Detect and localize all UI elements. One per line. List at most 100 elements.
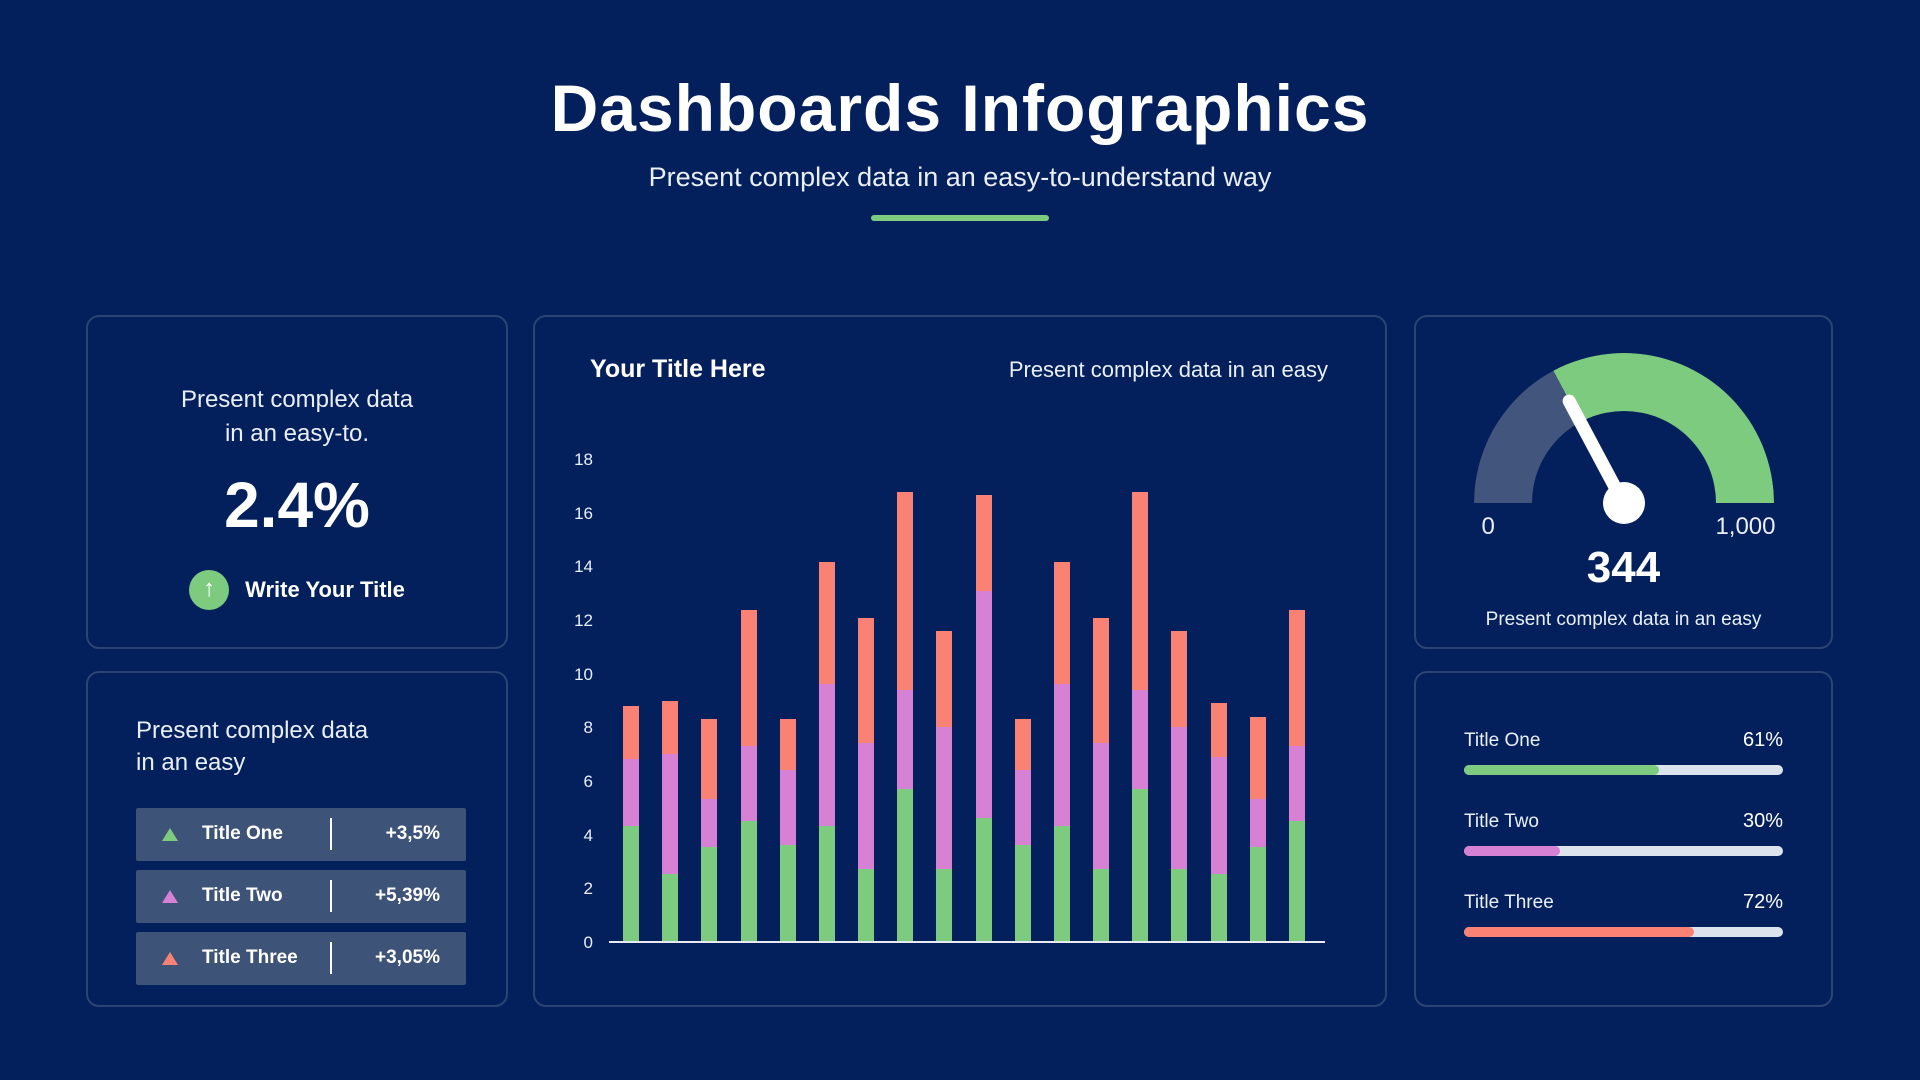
green-segment (936, 868, 953, 941)
chart-subtitle: Present complex data in an easy (1008, 357, 1328, 382)
bar (1053, 460, 1070, 941)
bar (1014, 460, 1031, 941)
gauge-card: 0 1,000 344 Present complex data in an e… (1414, 315, 1833, 649)
green-segment (1249, 847, 1266, 941)
green-segment (1014, 844, 1031, 941)
salmon-segment (1093, 617, 1110, 744)
bar (818, 460, 835, 941)
page-title: Dashboards Infographics (550, 71, 1370, 145)
y-axis-tick-label: 14 (574, 557, 593, 577)
progress-card: Title One 61% Title Two 30% Title Three 72% (1414, 671, 1833, 1007)
list-heading-line2: in an easy (136, 749, 246, 777)
y-axis-tick-label: 12 (574, 610, 593, 630)
list-rows: Title One +3,5% Title Two +5,39% Title Three… (136, 807, 466, 985)
gauge (1473, 353, 1774, 524)
trend-up-triangle-icon (162, 827, 178, 841)
stacked-bar-chart: 0 2 4 6 8 10 12 14 16 18 (555, 450, 1325, 952)
salmon-segment (740, 609, 757, 746)
purple-segment (936, 727, 953, 869)
bar (1093, 460, 1110, 941)
y-axis-tick-label: 18 (574, 450, 593, 469)
salmon-segment (1249, 716, 1266, 800)
header: Dashboards Infographics Present complex … (0, 0, 1920, 221)
bar (623, 460, 639, 941)
gauge-arc-clip (1473, 353, 1774, 503)
bar (740, 460, 757, 941)
up-arrow-badge: ↑ (189, 570, 230, 611)
list-card: Present complex data in an easy Title On… (86, 671, 508, 1007)
purple-segment (779, 770, 796, 845)
y-axis-tick-label: 6 (583, 771, 593, 791)
list-row-value: +3,05% (375, 947, 440, 969)
progress-value: 61% (1742, 729, 1783, 751)
list-row-divider (330, 818, 332, 851)
list-row: Title Two +5,39% (136, 869, 466, 923)
salmon-segment (975, 494, 992, 591)
purple-segment (1093, 743, 1110, 869)
green-segment (662, 874, 679, 941)
salmon-segment (858, 617, 875, 744)
gauge-hub-icon (1602, 482, 1645, 524)
bar (1210, 460, 1227, 941)
purple-segment (1014, 770, 1031, 845)
green-segment (1210, 874, 1227, 941)
salmon-segment (1210, 703, 1227, 757)
list-row: Title Three +3,05% (136, 931, 466, 985)
chart-card: Your Title Here Present complex data in … (533, 315, 1387, 1007)
purple-segment (897, 689, 914, 789)
y-axis: 0 2 4 6 8 10 12 14 16 18 (555, 450, 609, 952)
y-axis-tick-label: 16 (574, 503, 593, 523)
chart-header: Your Title Here Present complex data in … (590, 355, 1328, 384)
bar (1132, 460, 1149, 941)
list-row-label: Title One (202, 823, 283, 845)
salmon-segment (1132, 492, 1149, 690)
stat-description-line2: in an easy-to. (224, 419, 370, 447)
green-segment (897, 788, 914, 941)
gauge-caption: Present complex data in an easy (1485, 609, 1762, 630)
list-row-divider (330, 942, 332, 975)
list-row-value: +3,5% (385, 823, 440, 845)
salmon-segment (936, 631, 953, 728)
stat-badge-label: Write Your Title (245, 577, 405, 603)
bar (1249, 460, 1266, 941)
progress-value: 30% (1742, 810, 1783, 832)
purple-segment (1132, 689, 1149, 789)
salmon-segment (701, 719, 718, 800)
y-axis-tick-label: 8 (583, 718, 593, 738)
gauge-value: 344 (1586, 543, 1661, 592)
progress-head: Title Three 72% (1464, 891, 1783, 914)
list-row-value: +5,39% (375, 885, 440, 907)
purple-segment (1249, 799, 1266, 848)
progress-item: Title Two 30% (1464, 810, 1783, 856)
green-segment (818, 826, 835, 941)
purple-segment (818, 684, 835, 827)
purple-segment (1288, 745, 1305, 821)
list-row: Title One +3,5% (136, 807, 466, 861)
salmon-segment (779, 719, 796, 770)
chart-plot (609, 460, 1325, 943)
purple-segment (701, 799, 718, 848)
purple-segment (662, 753, 679, 875)
progress-track (1464, 927, 1783, 937)
salmon-segment (623, 705, 639, 760)
green-segment (701, 847, 718, 941)
green-segment (740, 820, 757, 941)
salmon-segment (1014, 719, 1031, 770)
y-axis-tick-label: 0 (583, 933, 593, 952)
bar (858, 460, 875, 941)
purple-segment (1053, 684, 1070, 827)
progress-value: 72% (1742, 891, 1783, 913)
salmon-segment (1171, 631, 1188, 728)
progress-track (1464, 846, 1783, 856)
y-axis-tick-label: 4 (583, 825, 593, 845)
salmon-segment (662, 700, 679, 754)
gauge-min-label: 0 (1481, 513, 1495, 540)
salmon-segment (818, 561, 835, 685)
y-axis-tick-label: 2 (583, 879, 593, 899)
green-segment (1053, 826, 1070, 941)
salmon-segment (897, 492, 914, 690)
purple-segment (623, 759, 639, 827)
salmon-segment (1288, 609, 1305, 746)
progress-head: Title One 61% (1464, 729, 1783, 752)
stat-description: Present complex data in an easy-to. (88, 383, 506, 450)
